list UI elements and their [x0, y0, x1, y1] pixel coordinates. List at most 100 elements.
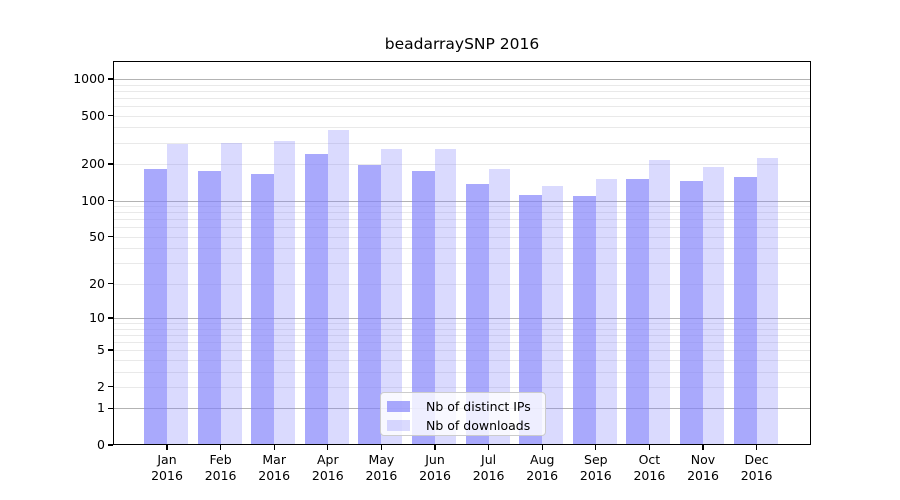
- x-tick: [327, 445, 329, 450]
- x-tick-label: Sep 2016: [579, 452, 612, 483]
- y-tick: [108, 199, 113, 202]
- legend-label-distinct-ips: Nb of distinct IPs: [426, 399, 531, 414]
- bar-distinct-ips-may: [358, 165, 382, 445]
- minor-gridline: [113, 84, 811, 86]
- x-tick-label: Jun 2016: [419, 452, 451, 483]
- minor-gridline: [113, 212, 811, 214]
- bar-downloads-apr: [327, 130, 349, 445]
- major-gridline: [113, 79, 811, 80]
- major-gridline: [113, 200, 811, 202]
- x-tick-label: May 2016: [365, 452, 398, 483]
- x-tick-label: Dec 2016: [740, 452, 773, 483]
- y-tick: [108, 78, 113, 80]
- x-tick: [541, 445, 543, 450]
- x-tick-label: Oct 2016: [633, 452, 666, 483]
- x-tick-label: Apr 2016: [311, 452, 344, 483]
- bar-downloads-mar: [274, 140, 296, 445]
- minor-gridline: [113, 328, 811, 330]
- minor-gridline: [113, 97, 811, 99]
- bar-downloads-jul: [488, 169, 510, 445]
- x-tick: [648, 445, 650, 450]
- x-tick-label: Nov 2016: [687, 452, 719, 483]
- x-tick-label: Feb 2016: [204, 452, 237, 483]
- y-tick-label: 100: [81, 192, 105, 208]
- minor-gridline: [113, 206, 811, 208]
- bar-distinct-ips-sep: [572, 195, 596, 445]
- x-tick-label: Jan 2016: [151, 452, 183, 483]
- minor-gridline: [113, 323, 811, 325]
- bar-distinct-ips-apr: [304, 153, 328, 445]
- minor-gridline: [113, 283, 811, 285]
- minor-gridline: [113, 90, 811, 92]
- x-tick-label: Aug 2016: [526, 452, 559, 483]
- x-tick: [166, 445, 168, 450]
- y-tick: [108, 444, 113, 446]
- bar-downloads-aug: [542, 185, 564, 445]
- x-tick: [220, 445, 222, 450]
- y-tick-label: 1000: [73, 71, 105, 86]
- x-tick: [488, 445, 490, 450]
- y-tick-label: 50: [89, 228, 105, 244]
- legend-label-downloads: Nb of downloads: [426, 418, 531, 433]
- y-tick: [108, 115, 113, 117]
- bar-distinct-ips-jan: [144, 168, 167, 445]
- legend: Nb of distinct IPs Nb of downloads: [380, 392, 546, 436]
- legend-item-downloads: Nb of downloads: [387, 417, 537, 434]
- minor-gridline: [113, 371, 811, 373]
- minor-gridline: [113, 142, 811, 144]
- x-tick-label: Jul 2016: [472, 452, 505, 483]
- x-tick: [595, 445, 597, 450]
- minor-gridline: [113, 106, 811, 108]
- major-gridline: [113, 317, 811, 319]
- downloads-swatch-icon: [387, 420, 410, 431]
- bar-distinct-ips-dec: [733, 177, 757, 445]
- bar-downloads-sep: [595, 178, 617, 445]
- bar-downloads-oct: [649, 159, 671, 445]
- y-tick-label: 5: [97, 342, 105, 358]
- bar-distinct-ips-jun: [412, 170, 435, 445]
- minor-gridline: [113, 359, 811, 361]
- minor-gridline: [113, 115, 811, 117]
- y-tick-label: 500: [81, 107, 105, 123]
- bar-distinct-ips-mar: [251, 174, 275, 445]
- bar-downloads-jun: [435, 149, 456, 445]
- x-tick: [273, 445, 275, 450]
- x-tick: [380, 445, 382, 450]
- minor-gridline: [113, 127, 811, 129]
- y-tick-label: 200: [81, 156, 105, 172]
- bar-downloads-feb: [220, 143, 242, 445]
- x-tick: [756, 445, 758, 450]
- y-tick: [108, 407, 113, 409]
- y-tick-label: 20: [89, 275, 105, 291]
- plot-area: [113, 61, 811, 445]
- y-tick-label: 0: [97, 437, 105, 452]
- minor-gridline: [113, 334, 811, 336]
- minor-gridline: [113, 219, 811, 221]
- y-tick: [108, 317, 113, 319]
- chart-title: beadarraySNP 2016: [384, 35, 540, 53]
- minor-gridline: [113, 263, 811, 265]
- bar-downloads-may: [381, 149, 403, 445]
- y-tick: [108, 283, 113, 285]
- minor-gridline: [113, 341, 811, 343]
- legend-item-distinct-ips: Nb of distinct IPs: [387, 398, 537, 415]
- minor-gridline: [113, 236, 811, 238]
- x-tick: [702, 445, 704, 450]
- x-tick: [434, 445, 436, 450]
- bar-distinct-ips-jul: [465, 184, 489, 445]
- bar-downloads-jan: [167, 144, 188, 445]
- y-tick: [108, 163, 113, 165]
- bar-downloads-dec: [756, 157, 778, 445]
- y-tick-label: 2: [97, 378, 105, 394]
- bar-downloads-nov: [703, 167, 724, 445]
- minor-gridline: [113, 227, 811, 229]
- bar-distinct-ips-oct: [626, 179, 650, 445]
- y-tick: [108, 349, 113, 351]
- y-tick-label: 1: [97, 400, 105, 416]
- bar-distinct-ips-aug: [519, 195, 543, 445]
- minor-gridline: [113, 386, 811, 388]
- y-tick: [108, 386, 113, 388]
- bar-distinct-ips-nov: [680, 180, 703, 445]
- y-tick: [108, 236, 113, 238]
